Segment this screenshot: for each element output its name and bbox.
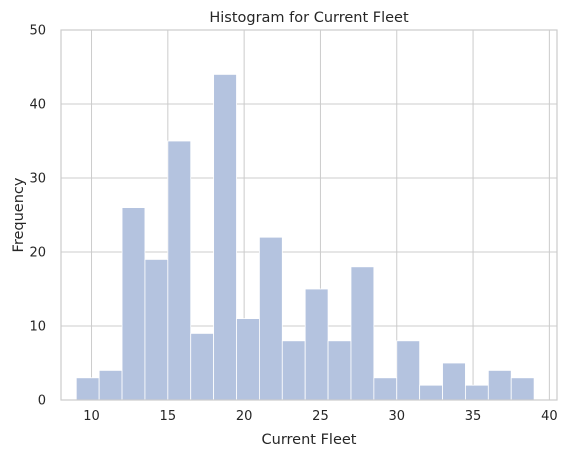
histogram-bar — [144, 258, 169, 401]
x-tick-label: 20 — [236, 409, 253, 424]
y-axis-ticks: 0 10 20 30 40 50 — [29, 24, 46, 409]
histogram-bar — [419, 384, 443, 401]
x-tick-label: 25 — [312, 409, 329, 424]
y-tick-label: 20 — [29, 246, 46, 261]
chart-title: Histogram for Current Fleet — [209, 10, 409, 26]
histogram-bar — [442, 362, 466, 401]
histogram-bar — [121, 207, 146, 401]
histogram-bar — [190, 332, 215, 401]
histogram-bar — [350, 266, 375, 401]
histogram-bar — [487, 369, 512, 401]
histogram-bar — [213, 74, 237, 401]
x-tick-label: 30 — [388, 409, 405, 424]
histogram-bar — [98, 369, 123, 401]
y-tick-label: 10 — [29, 320, 46, 335]
histogram-bar — [75, 377, 100, 401]
histogram-bar — [510, 377, 535, 401]
x-axis-label: Current Fleet — [262, 432, 357, 448]
x-tick-label: 35 — [465, 409, 482, 424]
y-tick-label: 50 — [29, 24, 46, 39]
x-tick-label: 40 — [541, 409, 558, 424]
x-tick-label: 15 — [160, 409, 177, 424]
histogram-bar — [167, 140, 192, 401]
histogram-bar — [327, 340, 352, 401]
x-axis-ticks: 10 15 20 25 30 35 40 — [83, 409, 557, 424]
histogram-bar — [373, 377, 398, 401]
histogram-bar — [396, 340, 421, 401]
histogram-bar — [258, 236, 283, 401]
y-tick-label: 40 — [29, 98, 46, 113]
histogram-bar — [236, 318, 260, 401]
x-tick-label: 10 — [83, 409, 100, 424]
histogram-bars — [75, 74, 535, 401]
histogram-bar — [304, 288, 329, 401]
y-tick-label: 0 — [38, 394, 46, 409]
plot-frame — [60, 29, 558, 401]
y-tick-label: 30 — [29, 172, 46, 187]
histogram-bar — [281, 340, 306, 401]
histogram-bar — [465, 384, 489, 401]
y-axis-label: Frequency — [11, 177, 27, 252]
